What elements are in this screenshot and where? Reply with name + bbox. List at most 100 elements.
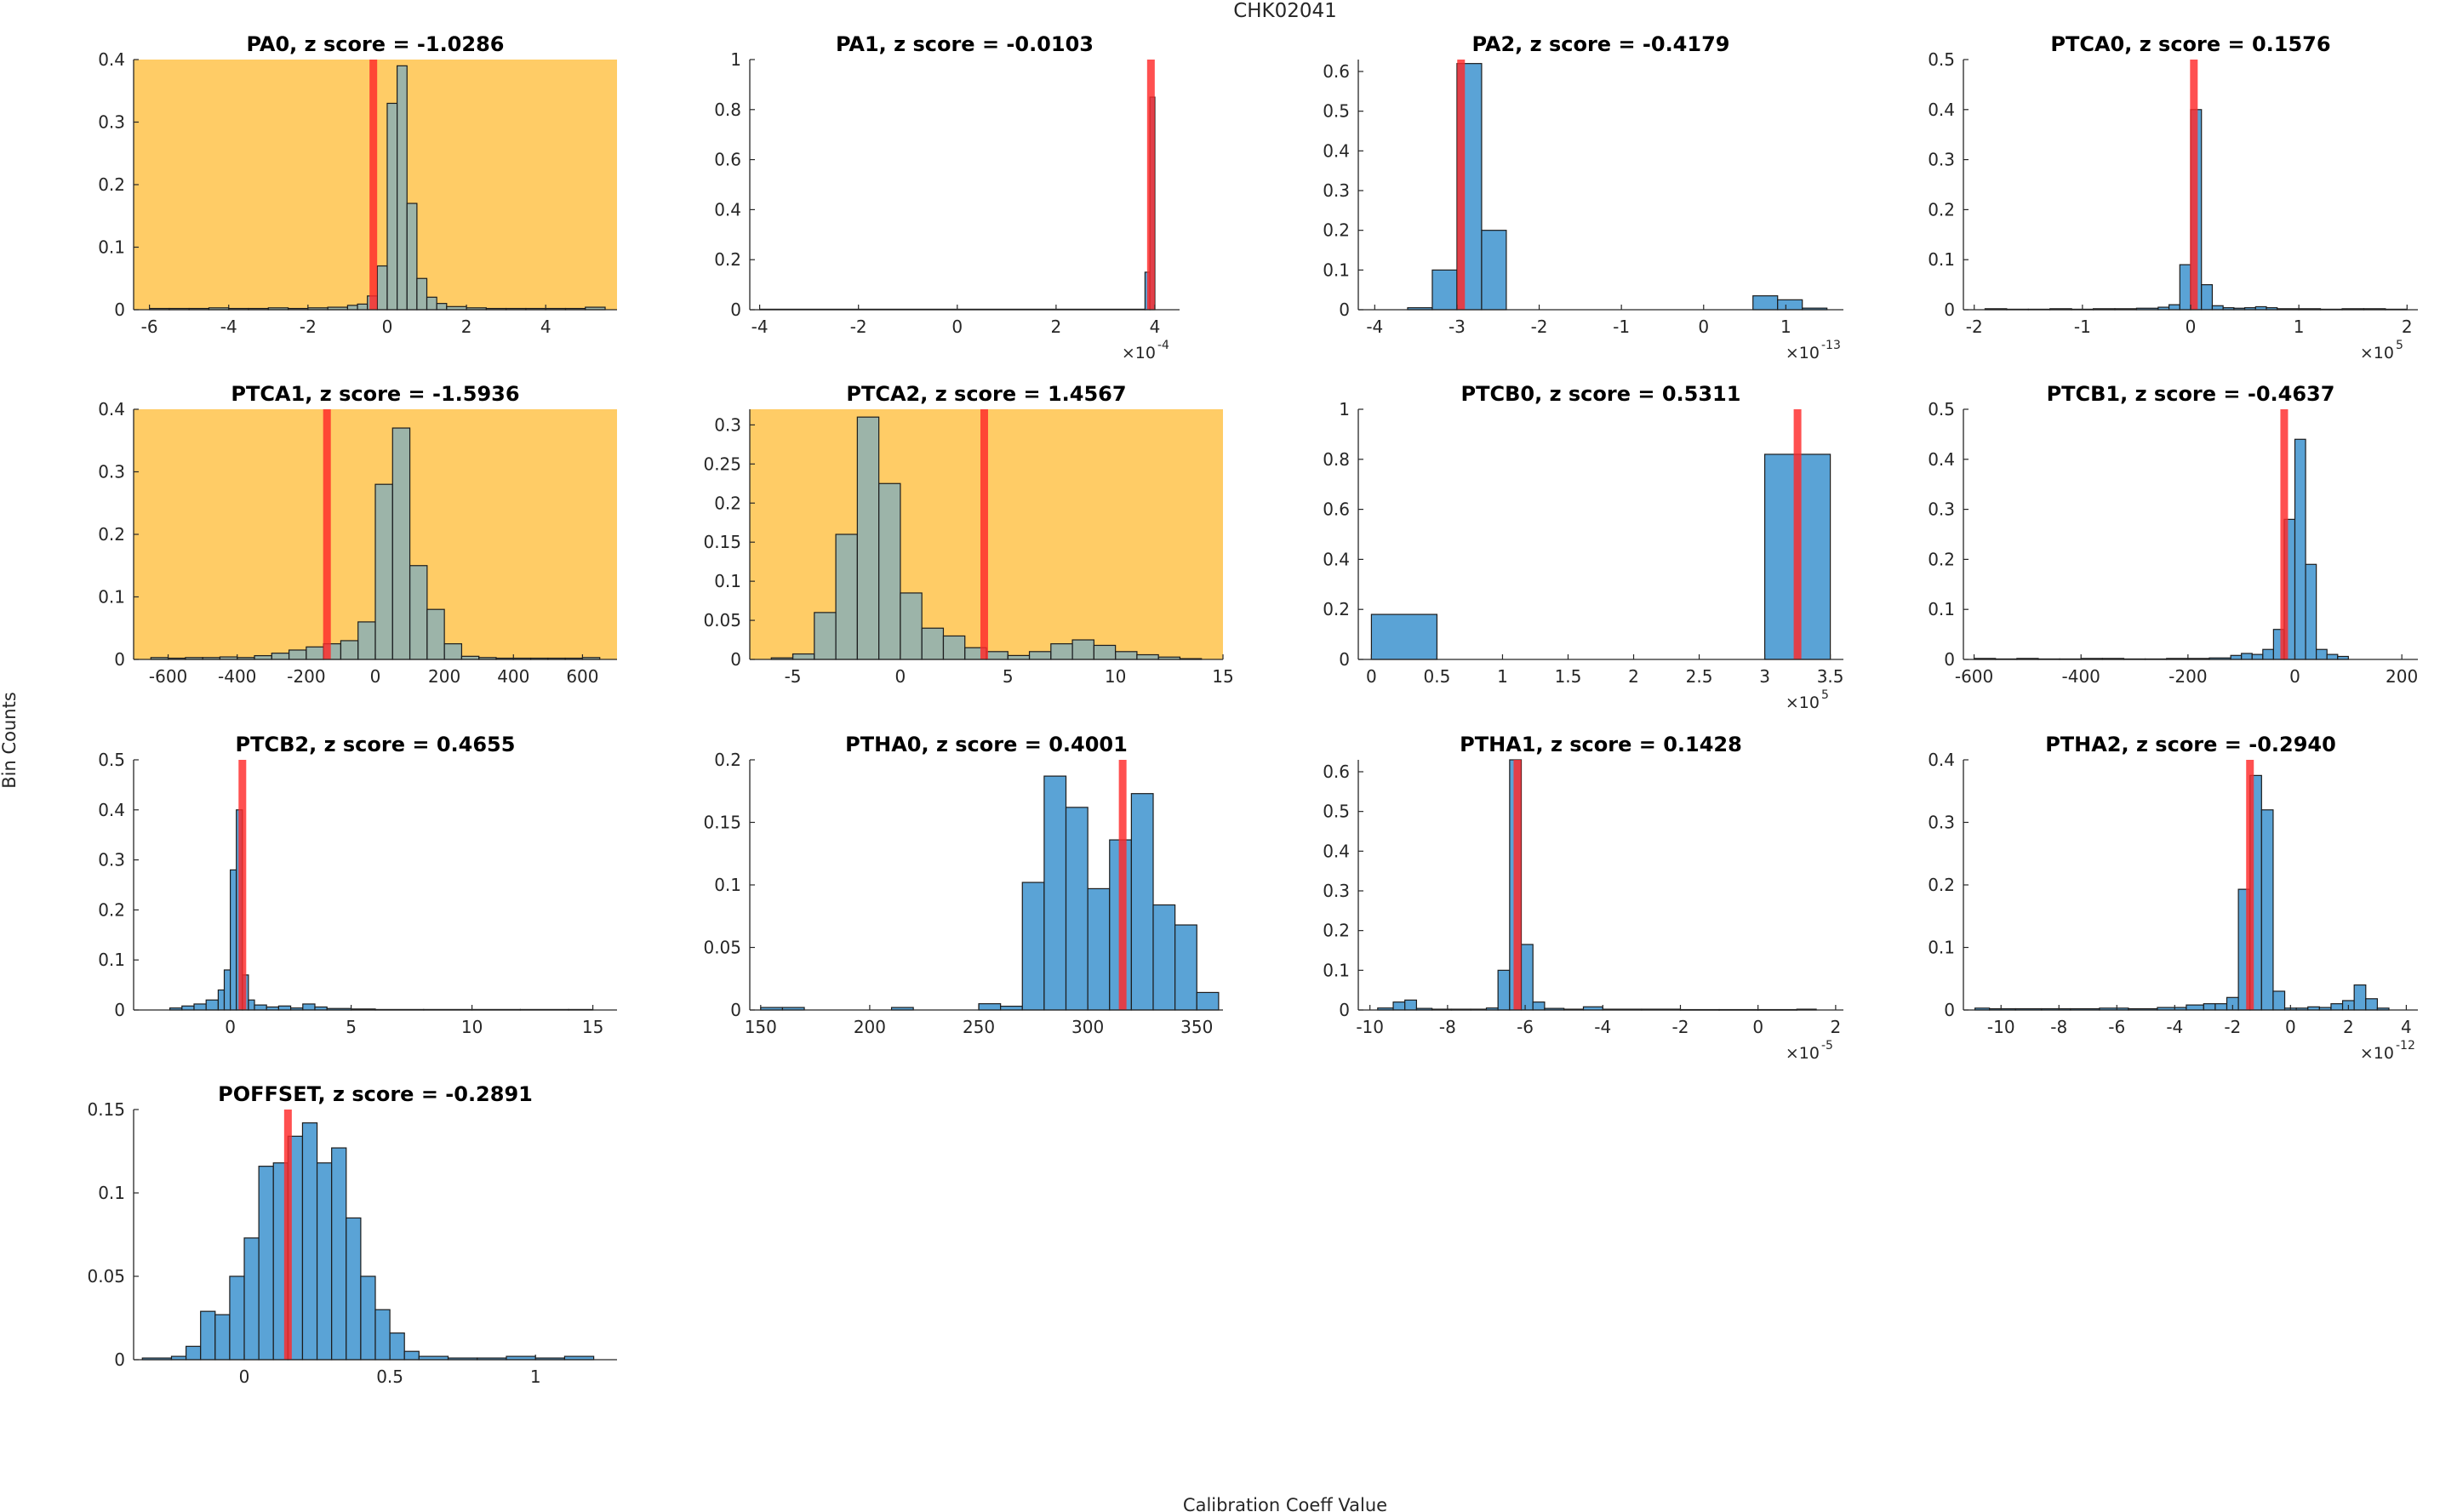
histogram-bar [205,999,219,1011]
figure-xlabel: Calibration Coeff Value [1183,1495,1387,1512]
histogram-bar [374,1309,391,1361]
x-tick-label: 2 [1628,666,1639,687]
histogram-bar [389,1332,405,1361]
x-tick-label: 0.5 [1424,666,1451,687]
histogram-bar [2353,984,2367,1011]
x-tick-label: 0 [225,1017,236,1037]
y-tick-label: 0.2 [1323,599,1350,619]
histogram-bar [200,1310,216,1361]
y-tick-label: 0 [1944,649,1955,670]
subplot-title: PTCA2, z score = 1.4567 [846,382,1126,406]
y-tick-label: 0.2 [714,750,741,770]
histogram-bar [277,1005,292,1011]
coeff-value-marker [2246,760,2254,1010]
subplot-title: PA0, z score = -1.0286 [247,32,505,56]
x-tick-label: 5 [1003,666,1014,687]
x-tick-label: -2 [1966,317,1983,337]
subplot-ptha0: 0 0.05 0.1 0.15 0.2 150 200 250 300 350 PTHA0, z s… [703,733,1223,1037]
x-tick-label: 2.5 [1686,666,1713,687]
x-tick-label: 0 [2186,317,2197,337]
coeff-value-marker [1118,760,1127,1010]
x-tick-label: -8 [2050,1017,2067,1037]
x-tick-label: -4 [2166,1017,2183,1037]
y-tick-label: 0.15 [87,1099,125,1120]
x-tick-label: 0 [370,666,381,687]
histogram-bar [1007,654,1031,660]
histogram-bar [1071,639,1094,660]
histogram-bar [397,65,408,311]
histogram-bar [302,1003,316,1011]
y-tick-label: 0.5 [98,750,125,770]
histogram-bar [406,203,418,311]
y-tick-label: 0.6 [1323,61,1350,82]
x-tick-label: 0 [2285,1017,2296,1037]
x-tick-label: 4 [1150,317,1161,337]
x-tick-label: -600 [1955,666,1993,687]
y-tick-label: 0.1 [1323,260,1350,280]
x-tick-label: -4 [1594,1017,1611,1037]
histogram-bar [1152,904,1176,1011]
x-tick-label: -2 [1531,317,1548,337]
y-tick-label: 0.15 [703,813,741,833]
axis-multiplier-exponent: -13 [1821,339,1841,352]
y-tick-label: 0.1 [714,571,741,591]
histogram-bar [346,305,358,311]
x-tick-label: 4 [2401,1017,2412,1037]
figure-title: CHK02041 [1233,0,1337,22]
x-tick-label: 3 [1759,666,1770,687]
y-tick-label: 0.4 [714,199,741,220]
x-tick-label: 2 [1051,317,1062,337]
subplot-title: PTCA0, z score = 0.1576 [2050,32,2330,56]
x-tick-label: 0 [239,1367,250,1387]
axis-multiplier: ×10 [1786,1044,1820,1063]
histogram-bar [1093,644,1117,660]
x-tick-label: 15 [1212,666,1233,687]
histogram-bar [1497,969,1511,1011]
coeff-value-marker [980,409,988,659]
x-tick-label: 3.5 [1817,666,1844,687]
x-tick-label: -200 [287,666,325,687]
x-tick-label: -4 [220,317,237,337]
y-tick-label: 0.8 [1323,449,1350,470]
y-tick-label: 0.4 [1928,100,1955,120]
coeff-value-marker [1793,409,1802,659]
subplot-title: POFFSET, z score = -0.2891 [218,1082,533,1106]
x-tick-label: -2 [300,317,317,337]
x-tick-label: 1 [1497,666,1508,687]
y-tick-label: 0 [1944,1000,1955,1020]
x-tick-label: -5 [785,666,802,687]
y-tick-label: 0 [730,300,741,320]
histogram-bar [2260,809,2274,1011]
y-tick-label: 0.1 [1928,249,1955,270]
histogram-bar [2179,264,2191,311]
histogram-bar [1752,295,1779,311]
histogram-bar [403,1350,420,1361]
histogram-bar [1431,269,1458,311]
y-tick-label: 0 [1944,300,1955,320]
histogram-bar [900,592,923,660]
x-tick-label: -4 [1366,317,1383,337]
x-tick-label: -10 [1356,1017,1384,1037]
x-tick-label: -400 [2062,666,2100,687]
histogram-bar [1065,807,1089,1011]
x-tick-label: 1 [530,1367,541,1387]
histogram-bar [288,649,307,660]
histogram-bar [416,277,428,311]
subplot-title: PTHA0, z score = 0.4001 [845,733,1128,756]
histogram-bar [2326,653,2339,660]
x-tick-label: 600 [566,666,598,687]
x-tick-label: 200 [2386,666,2418,687]
subplot-title: PA1, z score = -0.0103 [836,32,1094,56]
histogram-bar [2186,1004,2204,1011]
y-tick-label: 0.25 [703,454,741,474]
histogram-bar [357,303,369,311]
subplot-ptcb0: 0 0.2 0.4 0.6 0.8 1 0 0.5 1 1.5 2 2.5 3 3.5 ×10 5 PTCB0,… [1323,382,1843,712]
histogram-bar [921,627,945,660]
y-tick-label: 0.4 [98,49,125,70]
histogram-bar [1174,924,1197,1011]
histogram-bar [1130,793,1154,1011]
y-tick-label: 0 [1339,300,1350,320]
subplot-title: PTCB2, z score = 0.4655 [236,733,516,756]
axis-multiplier: ×10 [1122,344,1156,362]
y-tick-label: 0.05 [87,1266,125,1287]
